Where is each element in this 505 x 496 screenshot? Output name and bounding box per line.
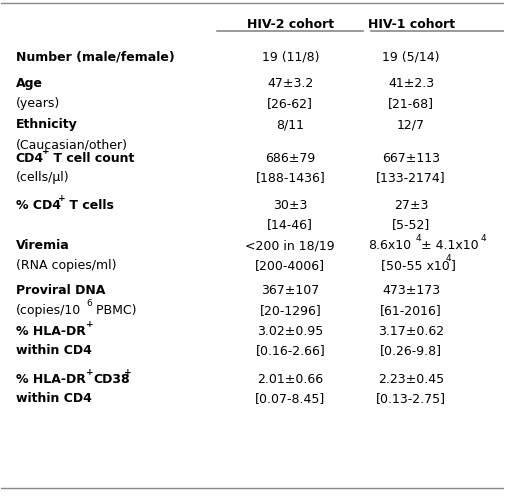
Text: Viremia: Viremia <box>16 239 70 252</box>
Text: [133-2174]: [133-2174] <box>376 171 446 185</box>
Text: <200 in 18/19: <200 in 18/19 <box>245 239 335 252</box>
Text: (Caucasian/other): (Caucasian/other) <box>16 138 128 151</box>
Text: 4: 4 <box>415 234 421 243</box>
Text: HIV-2 cohort: HIV-2 cohort <box>247 18 334 31</box>
Text: Age: Age <box>16 77 43 90</box>
Text: 8/11: 8/11 <box>276 119 305 131</box>
Text: 12/7: 12/7 <box>397 119 425 131</box>
Text: 8.6x10: 8.6x10 <box>368 239 412 252</box>
Text: Number (male/female): Number (male/female) <box>16 50 175 63</box>
Text: [61-2016]: [61-2016] <box>380 304 442 317</box>
Text: [0.13-2.75]: [0.13-2.75] <box>376 392 446 405</box>
Text: 3.02±0.95: 3.02±0.95 <box>257 325 323 338</box>
Text: [21-68]: [21-68] <box>388 97 434 110</box>
Text: 473±173: 473±173 <box>382 284 440 297</box>
Text: T cell count: T cell count <box>48 152 134 165</box>
Text: 4: 4 <box>480 234 486 243</box>
Text: 41±2.3: 41±2.3 <box>388 77 434 90</box>
Text: 19 (11/8): 19 (11/8) <box>262 50 319 63</box>
Text: +: + <box>42 147 49 156</box>
Text: [50-55 x10: [50-55 x10 <box>381 259 449 272</box>
Text: +: + <box>58 193 65 202</box>
Text: 367±107: 367±107 <box>261 284 319 297</box>
Text: [0.16-2.66]: [0.16-2.66] <box>256 344 325 358</box>
Text: PBMC): PBMC) <box>92 304 137 317</box>
Text: 686±79: 686±79 <box>265 152 316 165</box>
Text: 3.17±0.62: 3.17±0.62 <box>378 325 444 338</box>
Text: [14-46]: [14-46] <box>267 218 313 231</box>
Text: 6: 6 <box>86 300 92 309</box>
Text: [5-52]: [5-52] <box>392 218 430 231</box>
Text: % CD4: % CD4 <box>16 198 61 211</box>
Text: (RNA copies/ml): (RNA copies/ml) <box>16 259 116 272</box>
Text: 2.23±0.45: 2.23±0.45 <box>378 372 444 386</box>
Text: +: + <box>86 368 94 376</box>
Text: Ethnicity: Ethnicity <box>16 119 78 131</box>
Text: [0.26-9.8]: [0.26-9.8] <box>380 344 442 358</box>
Text: % HLA-DR: % HLA-DR <box>16 325 86 338</box>
Text: [20-1296]: [20-1296] <box>260 304 321 317</box>
Text: 27±3: 27±3 <box>394 198 428 211</box>
Text: ]: ] <box>450 259 456 272</box>
Text: 2.01±0.66: 2.01±0.66 <box>257 372 323 386</box>
Text: CD38: CD38 <box>94 372 130 386</box>
Text: [0.07-8.45]: [0.07-8.45] <box>255 392 325 405</box>
Text: 47±3.2: 47±3.2 <box>267 77 314 90</box>
Text: (years): (years) <box>16 97 60 110</box>
Text: +: + <box>86 320 94 329</box>
Text: (cells/µl): (cells/µl) <box>16 171 69 185</box>
Text: 19 (5/14): 19 (5/14) <box>382 50 440 63</box>
Text: T cells: T cells <box>65 198 114 211</box>
Text: +: + <box>124 368 132 376</box>
Text: within CD4: within CD4 <box>16 344 92 358</box>
Text: [26-62]: [26-62] <box>267 97 313 110</box>
Text: HIV-1 cohort: HIV-1 cohort <box>368 18 454 31</box>
Text: 4: 4 <box>445 254 451 263</box>
Text: within CD4: within CD4 <box>16 392 92 405</box>
Text: [200-4006]: [200-4006] <box>255 259 325 272</box>
Text: (copies/10: (copies/10 <box>16 304 81 317</box>
Text: CD4: CD4 <box>16 152 44 165</box>
Text: Proviral DNA: Proviral DNA <box>16 284 105 297</box>
Text: ± 4.1x10: ± 4.1x10 <box>421 239 479 252</box>
Text: 30±3: 30±3 <box>273 198 308 211</box>
Text: 667±113: 667±113 <box>382 152 440 165</box>
Text: [188-1436]: [188-1436] <box>256 171 325 185</box>
Text: % HLA-DR: % HLA-DR <box>16 372 86 386</box>
